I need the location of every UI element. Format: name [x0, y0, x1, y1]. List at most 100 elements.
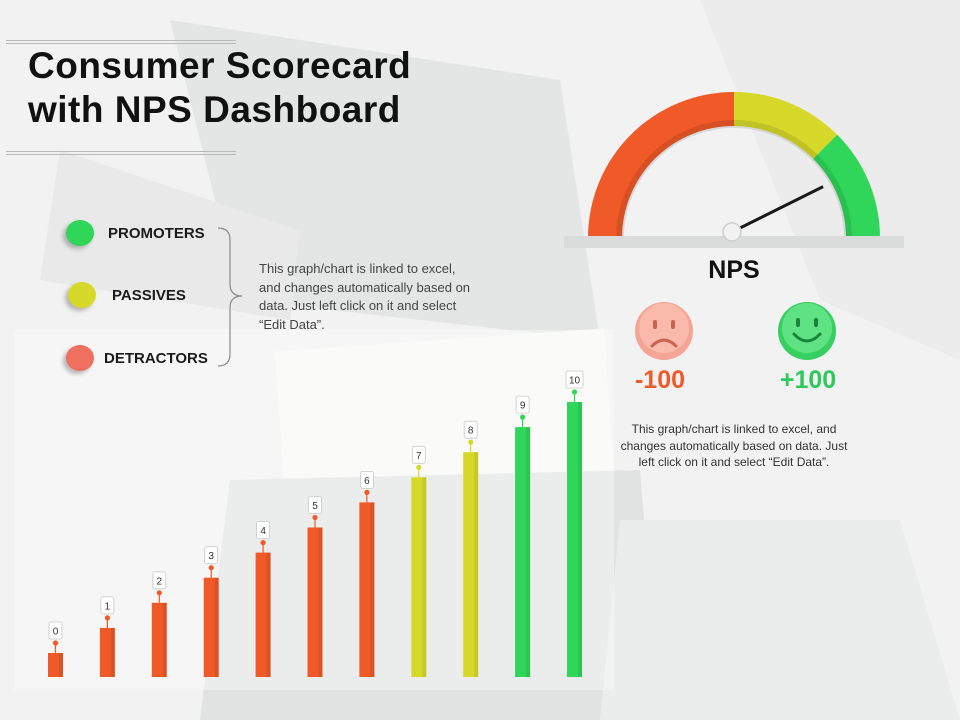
data-label-box-10 — [565, 370, 584, 389]
bar-shade-10 — [578, 402, 582, 677]
bar-7 — [411, 477, 427, 677]
bar-shade-3 — [214, 577, 219, 677]
gauge-bands — [588, 92, 880, 238]
bar-pin-dot-10 — [571, 389, 578, 395]
bar-group-0: 0 — [48, 621, 63, 677]
bar-group-8: 8 — [463, 420, 479, 677]
nps-label: NPS — [708, 256, 760, 284]
data-label-7: 7 — [416, 451, 422, 462]
data-label-4: 4 — [260, 526, 266, 537]
bar-group-10: 10 — [565, 370, 584, 677]
nps-max-label: +100 — [779, 366, 837, 394]
bar-group-1: 1 — [99, 596, 115, 677]
nps-min-label: -100 — [634, 366, 686, 394]
data-label-box-7 — [411, 445, 426, 464]
happy-face-icon — [778, 302, 836, 360]
bar-group-2: 2 — [151, 571, 167, 677]
nps-score-bar-chart: 0 1 2 3 4 5 6 7 8 9 10 — [48, 370, 584, 677]
bar-pin-dot-7 — [416, 464, 422, 470]
legend-dot-promoters — [66, 220, 94, 246]
bar-4 — [255, 552, 271, 677]
data-label-box-0 — [48, 621, 63, 640]
legend-label-passives: PASSIVES — [112, 286, 186, 304]
bar-pin-dot-0 — [52, 640, 59, 646]
bar-shade-7 — [422, 477, 427, 677]
gauge-hub — [722, 222, 742, 242]
data-label-box-3 — [204, 546, 219, 565]
bar-pin-dot-6 — [364, 489, 370, 495]
bar-shade-1 — [110, 627, 115, 677]
bar-group-7: 7 — [411, 445, 427, 677]
data-label-9: 9 — [520, 401, 526, 412]
data-label-2: 2 — [157, 576, 163, 587]
data-label-box-2 — [152, 571, 167, 590]
bar-shade-6 — [370, 502, 375, 677]
bar-pin-dot-9 — [520, 414, 526, 420]
bar-group-9: 9 — [515, 395, 531, 677]
data-label-box-4 — [256, 521, 271, 540]
gauge-band-2 — [813, 134, 880, 238]
bar-group-5: 5 — [307, 496, 323, 677]
gauge-band-1 — [734, 92, 838, 159]
gauge-band-0 — [588, 92, 734, 238]
bar-shade-2 — [162, 602, 167, 677]
legend-item-detractors: DETRACTORS — [66, 345, 208, 371]
gauge-needle — [731, 185, 824, 234]
chart-note-right: This graph/chart is linked to excel, and… — [620, 422, 848, 469]
bar-pin-dot-4 — [260, 540, 266, 546]
bar-shade-0 — [59, 653, 63, 677]
data-label-box-6 — [359, 471, 374, 489]
legend-dot-detractors — [66, 345, 94, 371]
data-label-box-5 — [308, 496, 322, 514]
bar-group-4: 4 — [255, 521, 271, 677]
data-label-5: 5 — [312, 501, 318, 512]
bar-1 — [99, 627, 115, 677]
title-rule-bottom — [6, 151, 236, 152]
legend-item-promoters: PROMOTERS — [66, 220, 205, 246]
bar-3 — [203, 577, 219, 677]
bar-pin-dot-3 — [208, 565, 214, 571]
bar-pin-dot-5 — [312, 514, 318, 521]
title-rule-bottom-inner — [6, 154, 236, 155]
gauge-band-shade-1 — [734, 120, 818, 161]
legend-label-detractors: DETRACTORS — [104, 349, 208, 367]
legend-item-passives: PASSIVES — [68, 282, 186, 308]
gauge-band-shade-2 — [811, 154, 852, 238]
title-rule-top-inner — [6, 43, 236, 44]
bar-pin-dot-1 — [104, 615, 110, 621]
data-label-8: 8 — [468, 426, 474, 437]
data-label-box-9 — [515, 395, 530, 414]
legend-dot-passives — [68, 282, 96, 308]
bar-pin-dot-8 — [468, 439, 474, 445]
sad-face-icon — [635, 302, 693, 360]
data-label-box-8 — [463, 420, 478, 439]
legend-label-promoters: PROMOTERS — [108, 224, 205, 242]
bar-9 — [515, 427, 531, 677]
page-title-line-2: with NPS Dashboard — [28, 89, 401, 130]
legend-bracket — [217, 227, 243, 367]
bar-group-3: 3 — [203, 546, 219, 677]
bar-shade-8 — [474, 452, 479, 677]
bar-2 — [151, 602, 167, 677]
title-rule-top — [6, 40, 236, 41]
bar-8 — [463, 452, 479, 677]
data-label-6: 6 — [364, 476, 370, 487]
bar-10 — [567, 402, 582, 677]
nps-gauge — [564, 92, 904, 248]
gauge-base — [564, 236, 904, 248]
bar-pin-dot-2 — [156, 590, 162, 596]
page-title-line-1: Consumer Scorecard — [28, 45, 412, 86]
data-label-box-1 — [100, 596, 115, 615]
chart-note-left: This graph/chart is linked to excel, and… — [259, 261, 471, 332]
data-label-0: 0 — [53, 627, 59, 638]
data-label-1: 1 — [105, 601, 111, 612]
bar-shade-5 — [318, 527, 323, 677]
page-title: Consumer Scorecard with NPS Dashboard — [28, 44, 411, 132]
bar-group-6: 6 — [359, 471, 375, 677]
bar-0 — [48, 653, 63, 677]
bar-shade-4 — [266, 552, 271, 677]
bar-5 — [307, 527, 323, 677]
gauge-band-shade-0 — [616, 120, 734, 238]
data-label-3: 3 — [208, 551, 214, 562]
bar-shade-9 — [526, 427, 531, 677]
